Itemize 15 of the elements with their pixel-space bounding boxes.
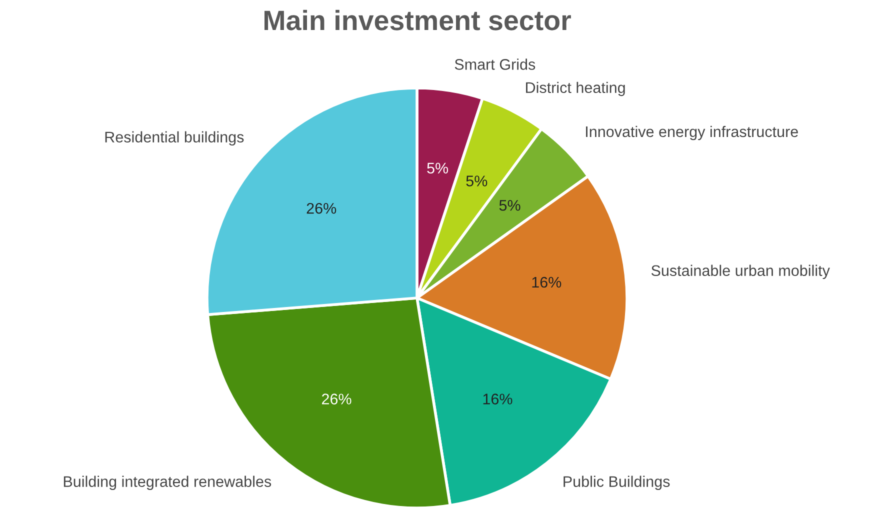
slice-label: Innovative energy infrastructure — [586, 126, 798, 140]
slice-label: Residential buildings — [105, 131, 244, 146]
data-label: 26% — [306, 202, 336, 214]
data-label: 16% — [483, 394, 512, 404]
data-label: 16% — [532, 276, 562, 288]
slice-label: Smart Grids — [454, 58, 536, 70]
chart-title: Main investment sector — [264, 10, 571, 30]
slice-label: Building integrated renewables — [64, 476, 272, 490]
data-label: 26% — [322, 394, 352, 404]
data-label: 5% — [499, 200, 520, 211]
data-label: 5% — [466, 176, 488, 186]
slice-label: Sustainable urban mobility — [651, 264, 830, 280]
slice-label: Public Buildings — [564, 476, 670, 490]
data-label: 5% — [427, 162, 448, 174]
slice-label: District heating — [526, 82, 625, 96]
